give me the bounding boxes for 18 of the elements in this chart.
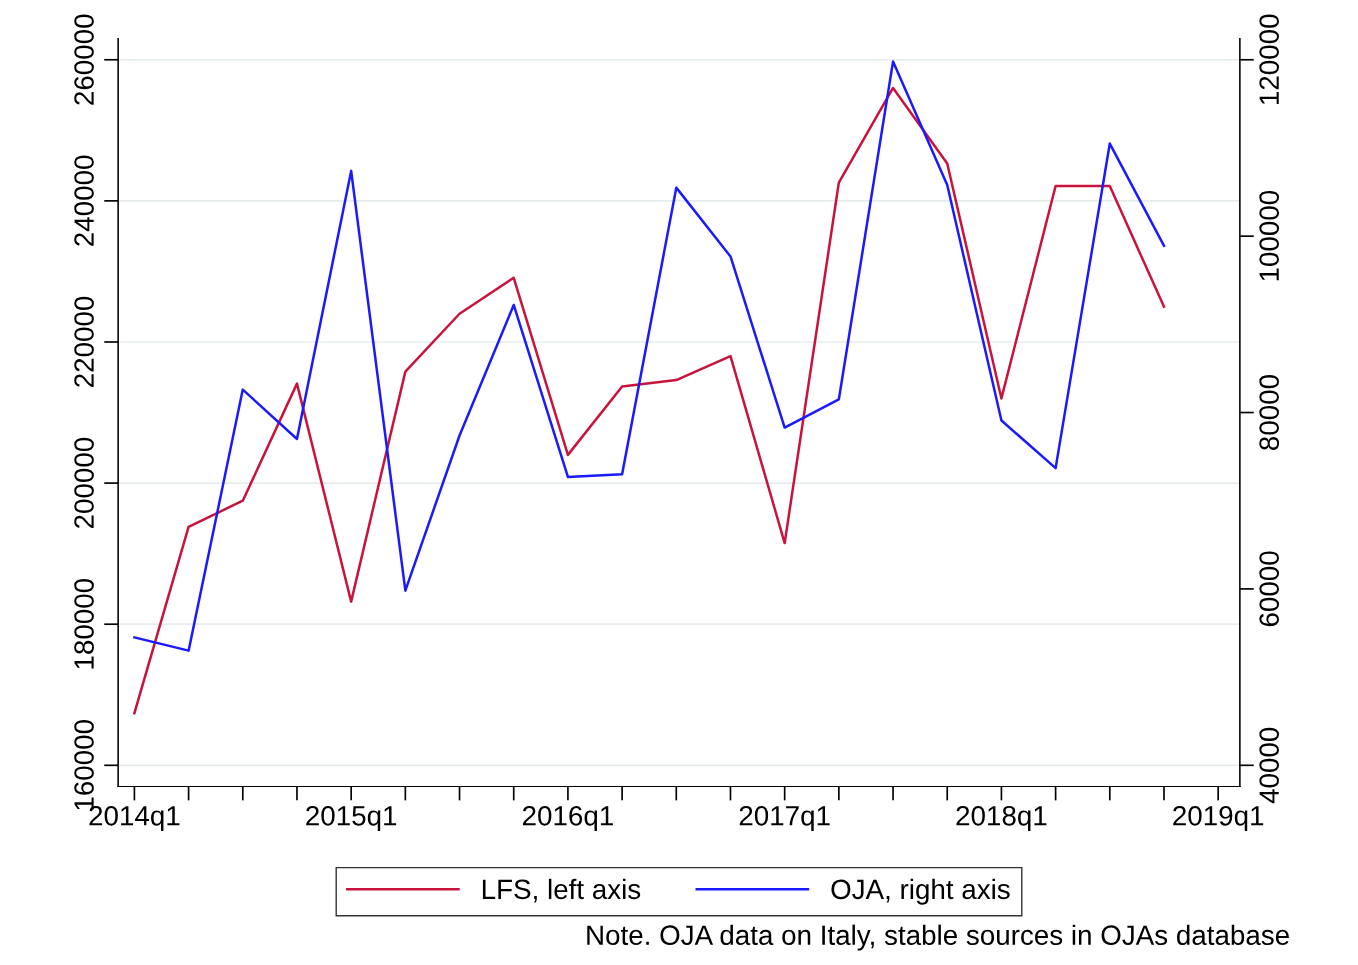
x-tick-label: 2015q1 xyxy=(306,805,397,832)
y-tick-label: 180000 xyxy=(74,578,94,669)
x-tick-label: 2016q1 xyxy=(522,805,613,832)
legend-label: OJA, right axis xyxy=(831,878,1010,905)
x-tick-label: 2018q1 xyxy=(956,805,1047,832)
y-tick-label: 240000 xyxy=(74,155,94,246)
y2-tick-label: 120000 xyxy=(1259,14,1280,104)
y-tick-label: 200000 xyxy=(74,437,94,529)
x-tick-label: 2017q1 xyxy=(739,805,830,832)
y2-tick-label: 100000 xyxy=(1259,190,1280,281)
y2-tick-label: 60000 xyxy=(1259,551,1280,627)
y2-tick-label: 80000 xyxy=(1259,375,1280,450)
x-tick-label: 2019q1 xyxy=(1173,805,1264,832)
text: Note. OJA data on Italy, stable sources in OJAs database xyxy=(587,924,1289,951)
y-tick-label: 260000 xyxy=(74,14,94,105)
y-tick-label: 220000 xyxy=(74,296,94,387)
y2-tick-label: 40000 xyxy=(1259,727,1280,804)
legend-label: LFS, left axis xyxy=(482,878,641,903)
